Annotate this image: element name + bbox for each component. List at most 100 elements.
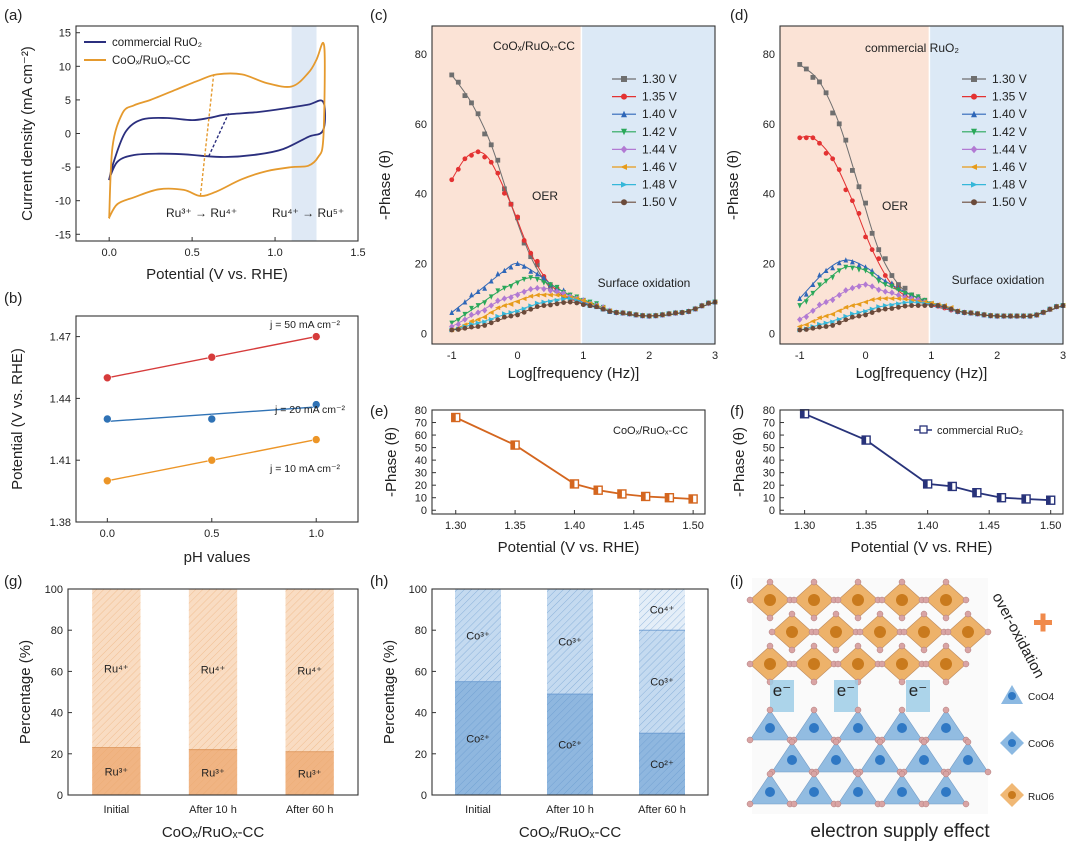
data-marker	[823, 298, 829, 306]
data-marker	[889, 306, 895, 311]
co-atom	[941, 723, 951, 733]
surface-region	[929, 26, 1063, 344]
data-marker	[621, 110, 627, 118]
bar-hatch	[547, 694, 593, 795]
data-marker	[1034, 312, 1040, 318]
data-marker	[495, 270, 501, 277]
x-tick-label: 1	[580, 350, 586, 362]
legend-label: 1.50 V	[642, 195, 677, 209]
plot-frame	[75, 25, 359, 242]
o-atom	[812, 628, 820, 636]
o-atom	[898, 614, 906, 622]
data-marker	[810, 307, 816, 315]
panel-f-label: (f)	[730, 403, 744, 420]
x-tick-label: After 10 h	[546, 804, 594, 816]
data-marker	[902, 285, 908, 291]
data-marker	[817, 282, 822, 288]
data-marker	[692, 306, 698, 312]
o-atom	[810, 614, 818, 622]
data-marker	[528, 254, 534, 260]
o-atom	[984, 628, 992, 636]
data-marker	[970, 145, 978, 154]
panel-c-region-surface: Surface oxidation	[598, 276, 691, 290]
o-atom	[942, 614, 950, 622]
y-tick-label: 70	[763, 418, 775, 430]
data-marker	[843, 313, 849, 319]
data-marker	[475, 324, 481, 329]
data-marker	[849, 168, 855, 173]
data-marker	[902, 296, 908, 302]
data-marker	[528, 303, 534, 309]
y-tick-label: 100	[409, 584, 427, 596]
panel-d-label: (d)	[730, 7, 748, 24]
data-marker	[1047, 306, 1053, 312]
bar-hatch	[455, 681, 501, 795]
data-marker	[540, 292, 547, 298]
legend-atom	[1008, 692, 1016, 700]
data-marker	[994, 313, 1000, 319]
redox-dashed-line	[199, 74, 215, 197]
bar-hatch	[188, 589, 238, 750]
data-marker	[876, 304, 882, 310]
data-marker	[823, 320, 829, 326]
data-marker	[955, 309, 961, 314]
data-marker	[876, 286, 882, 293]
data-marker	[495, 313, 501, 319]
data-marker	[810, 318, 816, 324]
data-marker	[817, 140, 822, 146]
data-marker	[449, 177, 455, 183]
data-marker	[482, 323, 488, 328]
y-tick-label: 80	[415, 405, 427, 417]
data-marker	[607, 309, 613, 314]
bar-hatch	[188, 749, 238, 795]
o-atom	[834, 596, 842, 604]
data-marker	[621, 128, 627, 136]
data-marker	[699, 303, 705, 309]
panel-e-label: (e)	[370, 403, 388, 420]
data-point	[311, 332, 321, 341]
legend-atom	[1008, 791, 1016, 799]
o-atom	[876, 610, 884, 618]
data-marker	[469, 305, 474, 312]
data-marker	[836, 167, 842, 173]
highlight-band	[291, 26, 317, 241]
bar-label: Co³⁺	[558, 637, 582, 649]
data-marker	[501, 295, 508, 302]
bar-hatch	[639, 733, 685, 795]
data-marker	[909, 303, 915, 308]
data-marker	[587, 303, 593, 308]
data-marker	[803, 135, 809, 141]
x-tick-label: After 10 h	[189, 804, 237, 816]
data-marker	[481, 314, 488, 320]
data-marker	[455, 317, 461, 324]
data-marker	[541, 274, 547, 281]
o-atom	[746, 596, 754, 604]
panel-d-title: commercial RuO₂	[865, 41, 959, 55]
panel-a-cv-chart: 0.0 0.5 1.0 1.5 -15 -10 -5 0 5 10 15 Potential (V v…	[19, 25, 366, 283]
data-marker	[988, 313, 994, 319]
data-marker	[856, 262, 862, 268]
data-marker	[968, 310, 974, 316]
data-marker	[475, 317, 481, 322]
data-marker	[547, 287, 554, 294]
data-marker	[971, 110, 977, 118]
co-atom	[787, 755, 797, 765]
legend-label: 1.44 V	[642, 142, 677, 156]
ru-atom	[940, 594, 952, 606]
data-marker	[869, 271, 875, 278]
data-marker	[836, 316, 843, 322]
data-marker	[975, 311, 980, 317]
data-marker	[594, 304, 599, 310]
data-marker	[1014, 313, 1020, 319]
o-atom	[942, 770, 950, 778]
data-marker	[895, 296, 901, 301]
data-marker	[501, 314, 507, 320]
data-marker	[501, 190, 507, 196]
data-marker	[810, 281, 816, 287]
o-atom	[898, 770, 906, 778]
y-tick-label: 30	[415, 468, 427, 480]
data-marker	[600, 306, 606, 312]
electron-label: e⁻	[837, 681, 855, 700]
data-marker	[823, 90, 829, 96]
y-tick-label: 10	[415, 493, 427, 505]
